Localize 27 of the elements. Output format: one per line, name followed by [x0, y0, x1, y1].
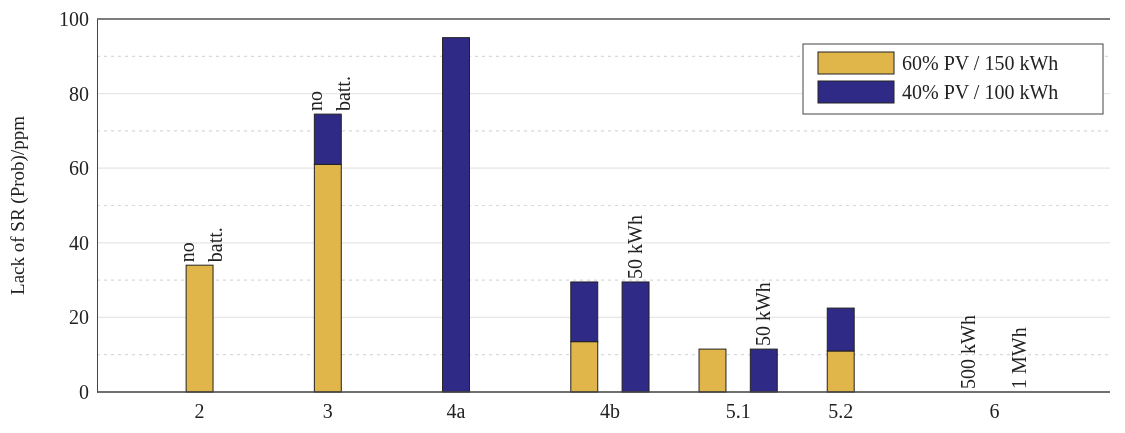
annotation: no batt.: [303, 76, 354, 112]
x-tick-label: 4b: [599, 400, 620, 423]
x-tick-label: 2: [194, 400, 205, 423]
y-axis-title: Lack of SR (Prob)/ppm: [7, 115, 29, 295]
annotation: 50 kWh: [623, 215, 646, 279]
y-tick-label: 0: [79, 380, 89, 403]
x-tick-label: 5.1: [725, 400, 751, 423]
y-tick-label: 40: [69, 231, 89, 254]
x-tick-label: 6: [989, 400, 1000, 423]
y-tick-label: 80: [69, 82, 89, 105]
annotation: 500 kWh: [956, 315, 979, 389]
annotation: 50 kWh: [751, 282, 774, 347]
legend-label: 60% PV / 150 kWh: [902, 52, 1059, 74]
y-tick-label: 100: [59, 7, 89, 30]
annotation: no batt.: [175, 227, 226, 263]
x-tick-label: 5.2: [828, 400, 854, 423]
x-tick-label: 4a: [446, 400, 466, 423]
bar: [185, 264, 214, 393]
bar: [621, 281, 650, 393]
x-tick-label: 3: [322, 400, 333, 423]
y-tick-label: 20: [69, 306, 89, 329]
legend-label: 40% PV / 100 kWh: [902, 81, 1059, 103]
bar: [749, 348, 778, 393]
y-tick-label: 60: [69, 157, 89, 180]
bar: [698, 348, 727, 393]
bar: [442, 37, 470, 393]
annotation: 1 MWh: [1008, 327, 1031, 389]
